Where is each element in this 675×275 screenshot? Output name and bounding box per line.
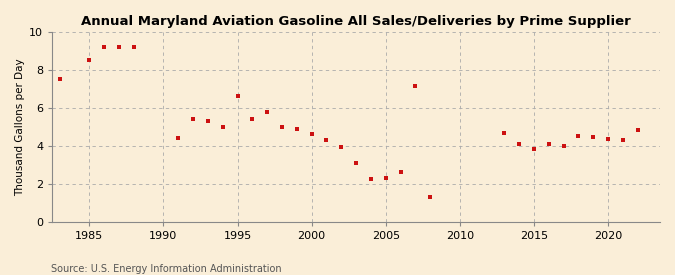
Point	[173, 136, 184, 141]
Point	[113, 45, 124, 49]
Point	[99, 45, 109, 49]
Point	[277, 125, 288, 129]
Point	[632, 128, 643, 132]
Point	[514, 142, 524, 146]
Point	[618, 138, 628, 142]
Point	[262, 109, 273, 114]
Point	[425, 195, 435, 199]
Point	[603, 137, 614, 141]
Point	[84, 58, 95, 63]
Point	[336, 145, 347, 149]
Point	[202, 119, 213, 123]
Point	[321, 138, 332, 142]
Point	[128, 45, 139, 49]
Point	[306, 132, 317, 137]
Point	[395, 170, 406, 175]
Point	[543, 142, 554, 146]
Point	[292, 126, 302, 131]
Point	[188, 117, 198, 122]
Point	[366, 177, 377, 181]
Point	[588, 135, 599, 139]
Point	[499, 130, 510, 135]
Point	[380, 176, 391, 180]
Y-axis label: Thousand Gallons per Day: Thousand Gallons per Day	[15, 58, 25, 196]
Point	[558, 144, 569, 148]
Title: Annual Maryland Aviation Gasoline All Sales/Deliveries by Prime Supplier: Annual Maryland Aviation Gasoline All Sa…	[81, 15, 631, 28]
Point	[247, 117, 258, 122]
Point	[232, 94, 243, 99]
Point	[54, 77, 65, 82]
Text: Source: U.S. Energy Information Administration: Source: U.S. Energy Information Administ…	[51, 264, 281, 274]
Point	[573, 134, 584, 139]
Point	[351, 161, 362, 165]
Point	[410, 84, 421, 88]
Point	[217, 125, 228, 129]
Point	[529, 147, 539, 151]
